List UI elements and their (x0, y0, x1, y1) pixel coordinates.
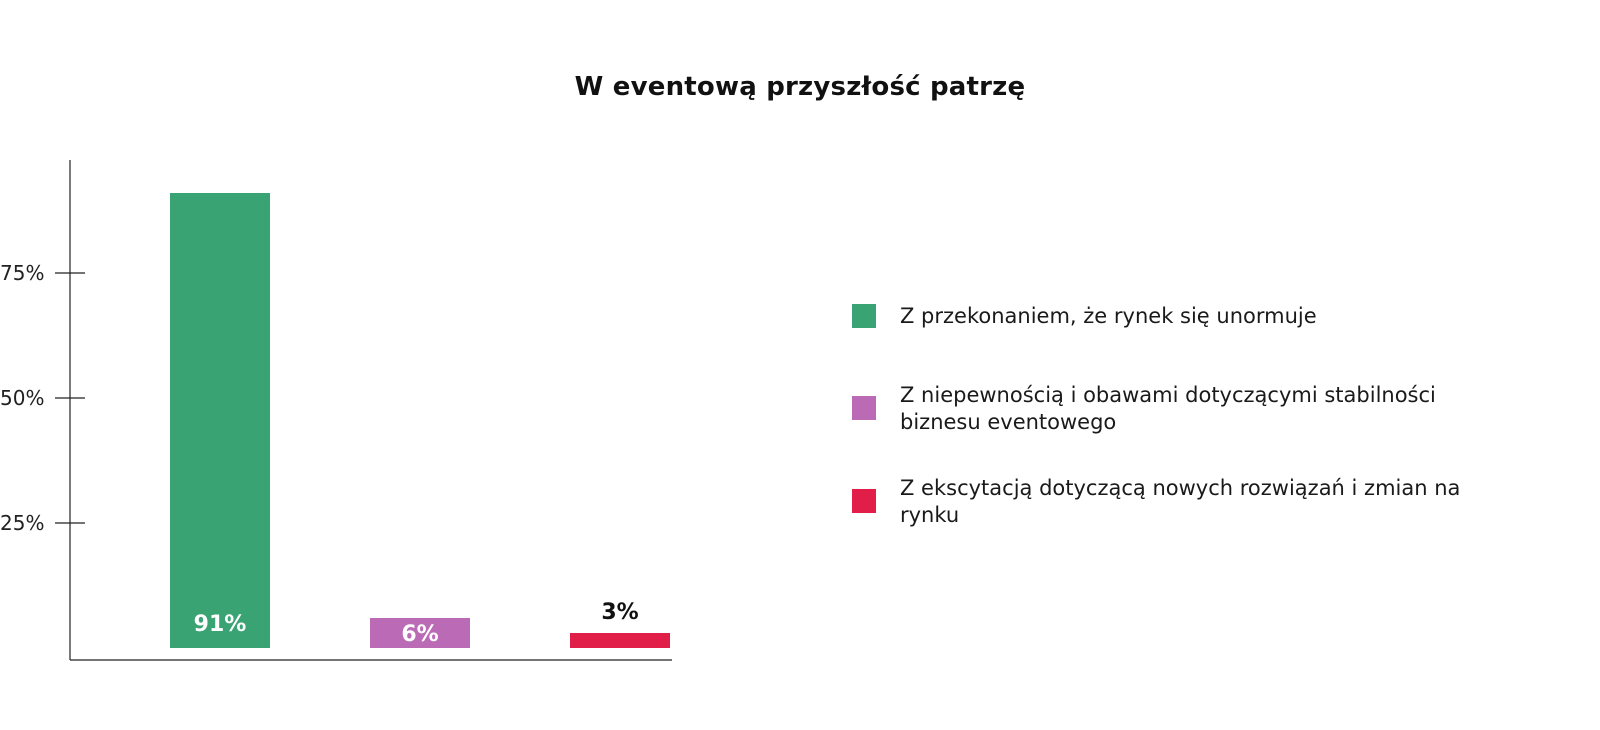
legend-swatch (852, 304, 876, 328)
y-tick-label: 50% (0, 386, 44, 410)
legend-item: Z niepewnością i obawami dotyczącymi sta… (852, 382, 1470, 436)
y-ticks: 25% 50% 75% (0, 261, 85, 535)
chart-title: W eventową przyszłość patrzę (574, 72, 1026, 102)
data-label: 3% (601, 600, 638, 625)
legend-swatch (852, 489, 876, 513)
data-labels: 91% 6% 3% (194, 600, 639, 647)
bars (170, 193, 670, 648)
y-tick-label: 25% (0, 511, 44, 535)
bar (570, 633, 670, 648)
legend-label: Z ekscytacją dotyczącą nowych rozwiązań … (900, 476, 1461, 527)
y-tick-label: 75% (0, 261, 44, 285)
bar (370, 618, 470, 648)
bar (170, 193, 270, 648)
legend-label: Z przekonaniem, że rynek się unormuje (900, 303, 1317, 328)
legend-label: Z niepewnością i obawami dotyczącymi sta… (900, 383, 1436, 434)
data-label: 6% (401, 622, 438, 647)
legend-item: Z ekscytacją dotyczącą nowych rozwiązań … (852, 475, 1470, 529)
legend-item: Z przekonaniem, że rynek się unormuje (852, 290, 1470, 342)
legend-swatch (852, 396, 876, 420)
data-label: 91% (194, 612, 247, 637)
